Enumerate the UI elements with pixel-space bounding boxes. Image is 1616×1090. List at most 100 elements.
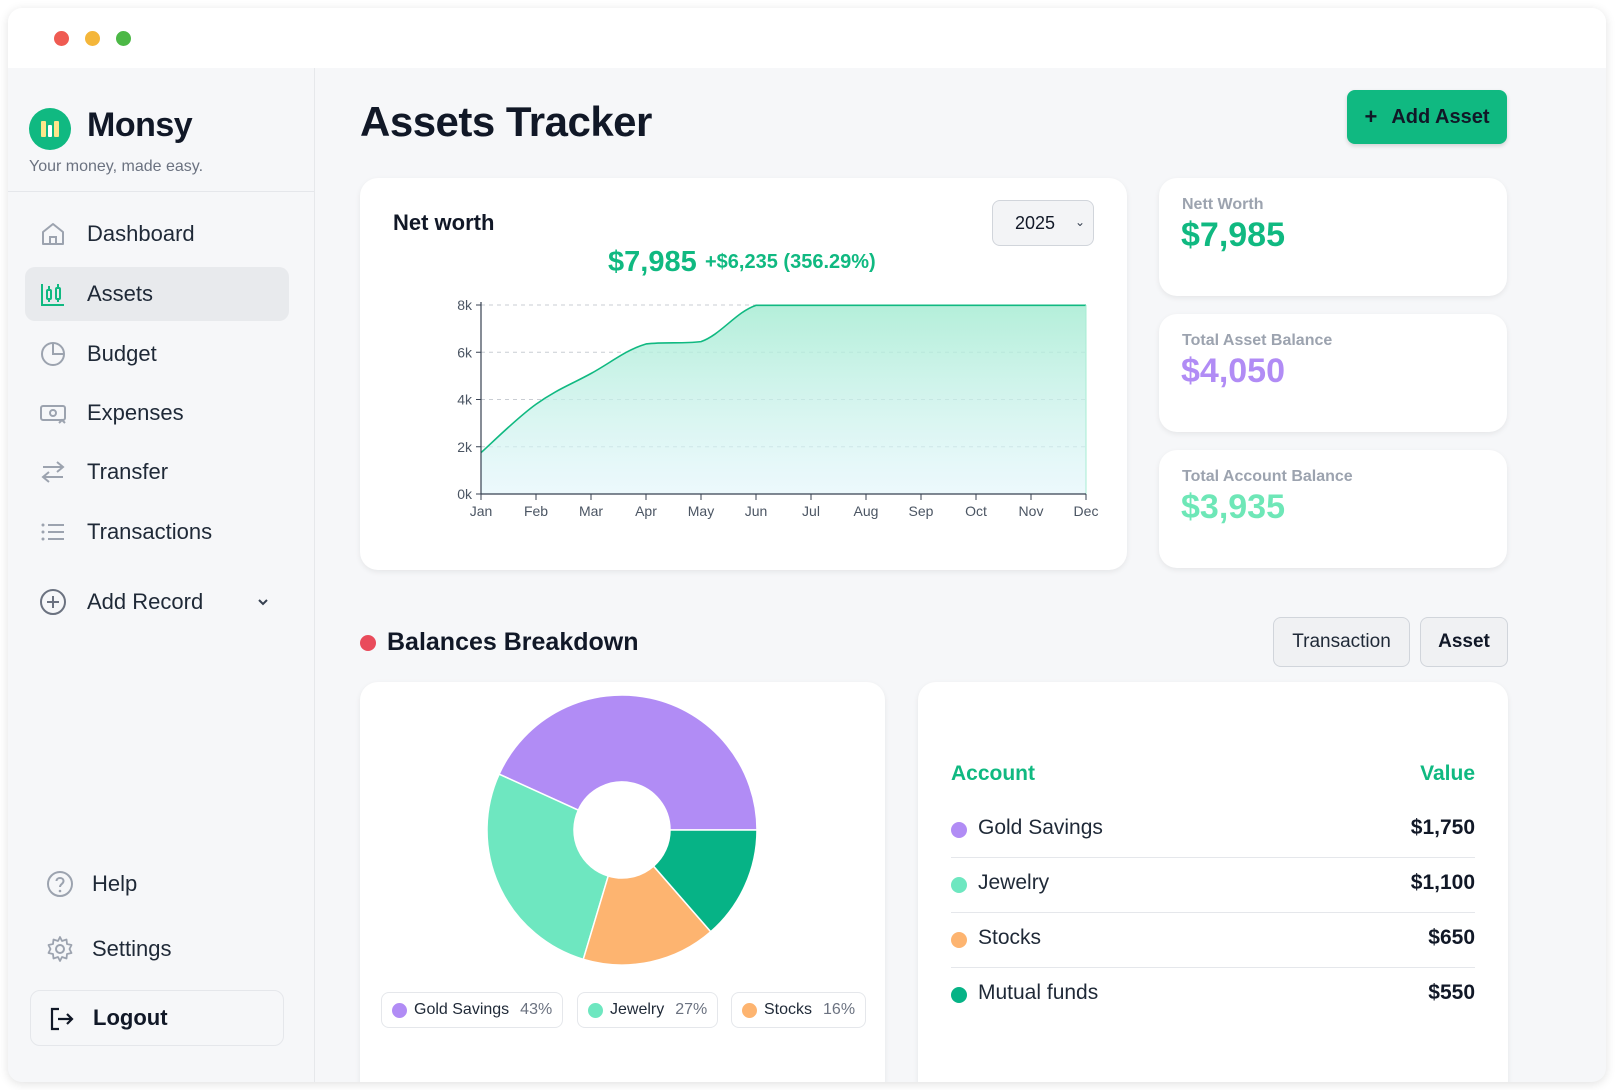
title-bar xyxy=(8,8,1606,68)
sidebar-item-dashboard[interactable]: Dashboard xyxy=(25,207,289,261)
stat-value: $7,985 xyxy=(1181,216,1285,254)
net-worth-card: Net worth 2025 ⌄ $7,985 +$6,235 (356.29%… xyxy=(360,178,1127,570)
net-worth-value: $7,985 xyxy=(608,246,697,278)
brand-tagline: Your money, made easy. xyxy=(29,158,204,175)
chevron-down-icon[interactable] xyxy=(257,596,269,608)
x-tick-label: Jul xyxy=(802,503,820,519)
stat-card-account-balance: Total Account Balance $3,935 xyxy=(1159,450,1507,568)
year-select[interactable]: 2025 ⌄ xyxy=(992,200,1094,246)
sidebar-item-assets[interactable]: Assets xyxy=(25,267,289,321)
stat-label: Total Asset Balance xyxy=(1182,332,1333,349)
y-tick-label: 0k xyxy=(457,486,473,502)
sidebar-item-budget[interactable]: Budget xyxy=(25,327,289,381)
legend-dot xyxy=(392,1002,407,1018)
x-tick-label: Dec xyxy=(1074,503,1099,519)
help-label: Help xyxy=(92,871,138,896)
legend-dot xyxy=(588,1002,603,1018)
column-header-account: Account xyxy=(951,762,1035,785)
section-title: Balances Breakdown xyxy=(387,628,639,656)
add-record-menu[interactable]: Add Record xyxy=(25,575,289,629)
legend-label: Gold Savings xyxy=(414,1001,510,1018)
stat-label: Total Account Balance xyxy=(1182,468,1353,485)
pie-slice[interactable] xyxy=(652,829,758,933)
legend-dot xyxy=(742,1002,757,1018)
y-tick-label: 6k xyxy=(457,344,473,360)
x-tick-label: Aug xyxy=(854,503,879,519)
maximize-window-button[interactable] xyxy=(116,31,131,46)
x-tick-label: Oct xyxy=(965,503,987,519)
sidebar-item-label: Transactions xyxy=(87,519,213,544)
sidebar-item-expenses[interactable]: Expenses xyxy=(25,386,289,440)
row-color-dot xyxy=(951,822,967,838)
row-value: $650 xyxy=(1428,926,1475,949)
legend-item[interactable]: Gold Savings 43% xyxy=(381,992,564,1028)
row-value: $1,100 xyxy=(1410,871,1475,894)
plus-circle-icon xyxy=(40,589,66,615)
sidebar-divider xyxy=(8,191,314,192)
brand-logo-icon xyxy=(29,108,71,150)
gear-icon xyxy=(47,936,73,962)
legend-item[interactable]: Jewelry 27% xyxy=(577,992,719,1028)
series-line xyxy=(480,304,1086,454)
table-row[interactable]: Gold Savings $1,750 xyxy=(951,803,1475,858)
sidebar-item-transactions[interactable]: Transactions xyxy=(25,505,289,559)
sidebar-item-label: Dashboard xyxy=(87,221,195,246)
sidebar-item-settings[interactable]: Settings xyxy=(25,922,289,976)
breakdown-table-card: Account Value Gold Savings $1,750 Jewelr… xyxy=(918,682,1508,1082)
list-icon xyxy=(41,523,64,541)
pie-slice[interactable] xyxy=(582,865,712,966)
toggle-label: Asset xyxy=(1438,631,1490,652)
add-asset-label: Add Asset xyxy=(1391,105,1490,128)
row-color-dot xyxy=(951,932,967,948)
sidebar-item-label: Transfer xyxy=(87,459,169,484)
sidebar-item-help[interactable]: Help xyxy=(25,857,289,911)
row-account: Stocks xyxy=(978,926,1042,949)
help-icon xyxy=(47,871,73,897)
stat-card-asset-balance: Total Asset Balance $4,050 xyxy=(1159,314,1507,432)
table-row[interactable]: Mutual funds $550 xyxy=(951,968,1475,1023)
app-window: Monsy Your money, made easy. Dashboard A… xyxy=(8,8,1606,1082)
sidebar-item-label: Expenses xyxy=(87,400,184,425)
year-select-value: 2025 xyxy=(1015,212,1056,233)
x-tick-label: Nov xyxy=(1019,503,1044,519)
legend-label: Jewelry xyxy=(610,1001,665,1018)
x-tick-label: Mar xyxy=(579,503,603,519)
assets-icon xyxy=(41,284,64,306)
table-row[interactable]: Jewelry $1,100 xyxy=(951,858,1475,913)
toggle-asset[interactable]: Asset xyxy=(1420,617,1508,667)
logout-icon xyxy=(50,1007,74,1031)
sidebar-item-label: Budget xyxy=(87,341,157,366)
toggle-transaction[interactable]: Transaction xyxy=(1273,617,1410,667)
x-tick-label: Apr xyxy=(635,503,657,519)
breakdown-pie-card: Gold Savings 43% Jewelry 27% Stocks 16% xyxy=(360,682,885,1082)
x-tick-label: Sep xyxy=(909,503,934,519)
pie-slice[interactable] xyxy=(486,773,610,961)
stat-value: $3,935 xyxy=(1181,488,1285,526)
net-worth-title: Net worth xyxy=(393,210,495,235)
chevron-down-icon: ⌄ xyxy=(1074,215,1085,229)
logout-button[interactable]: Logout xyxy=(30,990,284,1046)
row-value: $1,750 xyxy=(1410,816,1475,839)
row-value: $550 xyxy=(1428,981,1475,1004)
home-icon xyxy=(42,223,64,245)
net-worth-change: +$6,235 (356.29%) xyxy=(705,251,876,273)
table-row[interactable]: Stocks $650 xyxy=(951,913,1475,968)
add-asset-button[interactable]: + Add Asset xyxy=(1347,90,1507,144)
column-header-value: Value xyxy=(1420,762,1475,785)
sidebar-item-transfer[interactable]: Transfer xyxy=(25,445,289,499)
page-title: Assets Tracker xyxy=(360,98,652,145)
brand-name: Monsy xyxy=(87,106,193,144)
x-tick-label: Feb xyxy=(524,503,548,519)
sidebar: Monsy Your money, made easy. Dashboard A… xyxy=(8,68,315,1082)
section-indicator-dot xyxy=(360,635,376,651)
legend-item[interactable]: Stocks 16% xyxy=(731,992,867,1028)
legend-percent: 27% xyxy=(675,1001,708,1018)
y-tick-label: 8k xyxy=(457,297,473,313)
main-content: Assets Tracker + Add Asset Net worth 202… xyxy=(315,68,1606,1082)
pie-icon xyxy=(41,342,65,366)
row-account: Gold Savings xyxy=(978,816,1103,839)
close-window-button[interactable] xyxy=(54,31,69,46)
legend-percent: 43% xyxy=(520,1001,553,1018)
pie-slice[interactable] xyxy=(498,694,758,831)
minimize-window-button[interactable] xyxy=(85,31,100,46)
